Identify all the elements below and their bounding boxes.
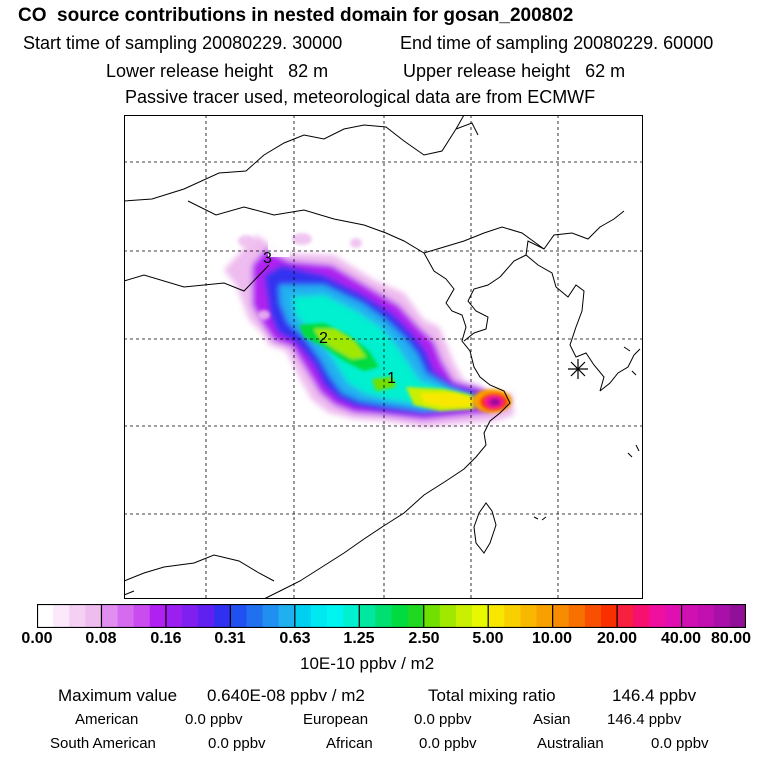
region-name: European (303, 711, 369, 728)
colorbar-swatch (359, 604, 376, 628)
region-value: 146.4 ppbv (607, 711, 682, 728)
colorbar-swatch (633, 604, 650, 628)
colorbar-swatch (343, 604, 360, 628)
region-value: 0.0 ppbv (414, 711, 472, 728)
concentration-plume (224, 233, 514, 427)
region-name: American (75, 711, 139, 728)
colorbar-swatch (85, 604, 103, 628)
map-label-1: 1 (387, 370, 396, 387)
colorbar-swatch (246, 604, 264, 628)
colorbar-swatch (53, 604, 70, 628)
colorbar-swatch (697, 604, 715, 628)
total-mixing-value: 146.4 ppbv (612, 686, 697, 705)
map-label-2: 2 (319, 330, 328, 347)
region-name: Australian (537, 735, 604, 752)
max-value: 0.640E-08 ppbv / m2 (207, 686, 365, 705)
colorbar-swatch (488, 604, 505, 628)
colorbar-swatch (294, 604, 312, 628)
colorbar-tick-label: 2.50 (408, 630, 440, 647)
colorbar-swatch (520, 604, 538, 628)
colorbar-tick-label: 10.00 (531, 630, 573, 647)
lat-lon-grid (124, 115, 643, 599)
colorbar-swatch (117, 604, 135, 628)
colorbar-units: 10E-10 ppbv / m2 (300, 654, 435, 673)
colorbar-swatch (536, 604, 554, 628)
colorbar-swatch (423, 604, 441, 628)
region-value: 0.0 ppbv (208, 735, 266, 752)
colorbar-swatch (713, 604, 731, 628)
colorbar-swatch (149, 604, 167, 628)
upper-release-label: Upper release height 62 m (403, 61, 626, 81)
colorbar-tick-label: 0.63 (279, 630, 311, 647)
colorbar (37, 604, 746, 628)
colorbar-swatch (391, 604, 409, 628)
colorbar-swatch (37, 604, 54, 628)
colorbar-tick-label: 0.08 (85, 630, 117, 647)
colorbar-swatch (504, 604, 522, 628)
colorbar-swatch (69, 604, 86, 628)
colorbar-tick-label: 0.16 (150, 630, 182, 647)
colorbar-swatch (568, 604, 586, 628)
colorbar-swatch (327, 604, 344, 628)
colorbar-swatch (262, 604, 280, 628)
plot-title: CO source contributions in nested domain… (18, 5, 574, 26)
colorbar-tick-label: 0.00 (21, 630, 53, 647)
lower-release-label: Lower release height 82 m (106, 61, 329, 81)
colorbar-swatch (182, 604, 199, 628)
colorbar-swatch (617, 604, 634, 628)
colorbar-swatch (729, 604, 746, 628)
colorbar-tick-label: 0.31 (214, 630, 246, 647)
colorbar-swatch (133, 604, 151, 628)
max-value-label: Maximum value (58, 686, 178, 705)
colorbar-swatch (584, 604, 602, 628)
end-time-label: End time of sampling 20080229. 60000 (400, 33, 714, 53)
colorbar-tick-label: 5.00 (472, 630, 504, 647)
colorbar-swatch (472, 604, 489, 628)
receptor-star-icon (568, 359, 588, 379)
colorbar-tick-label: 1.25 (343, 630, 375, 647)
colorbar-swatch (439, 604, 457, 628)
region-value: 0.0 ppbv (651, 735, 709, 752)
colorbar-swatch (455, 604, 473, 628)
start-time-label: Start time of sampling 20080229. 30000 (23, 33, 343, 53)
colorbar-swatch (310, 604, 328, 628)
colorbar-swatch (198, 604, 215, 628)
contribution-map: 3 2 1 (124, 115, 643, 599)
coastlines-borders (124, 115, 641, 599)
total-mixing-label: Total mixing ratio (428, 686, 556, 705)
region-name: South American (50, 735, 156, 752)
colorbar-swatch (407, 604, 425, 628)
region-value: 0.0 ppbv (419, 735, 477, 752)
region-value: 0.0 ppbv (185, 711, 243, 728)
region-name: African (326, 735, 373, 752)
colorbar-swatch (165, 604, 183, 628)
tracer-note: Passive tracer used, meteorological data… (125, 87, 596, 107)
colorbar-swatch (230, 604, 248, 628)
colorbar-swatch (552, 604, 570, 628)
colorbar-tick-label: 40.00 (660, 630, 702, 647)
colorbar-swatch (649, 604, 667, 628)
colorbar-swatch (375, 604, 393, 628)
colorbar-swatch (665, 604, 683, 628)
map-frame (124, 115, 643, 599)
region-name: Asian (533, 711, 571, 728)
colorbar-swatch (101, 604, 119, 628)
colorbar-swatch (278, 604, 296, 628)
colorbar-tick-label: 20.00 (596, 630, 638, 647)
colorbar-swatch (600, 604, 618, 628)
colorbar-swatch (681, 604, 699, 628)
map-label-3: 3 (263, 250, 272, 267)
colorbar-tick-label: 80.00 (710, 630, 752, 647)
colorbar-swatch (214, 604, 231, 628)
